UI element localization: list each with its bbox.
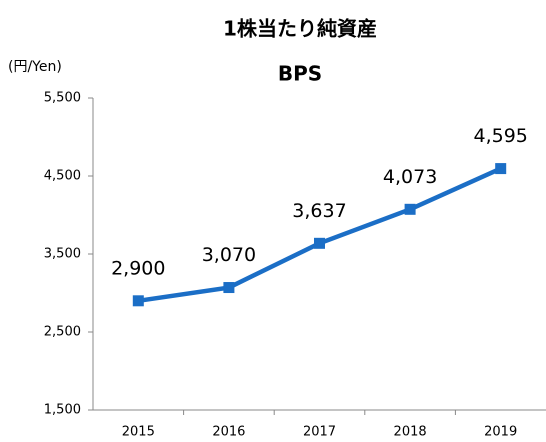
y-tick-label: 2,500 [44,325,81,340]
chart-title: 1株当たり純資産 [223,17,377,41]
y-axis-label: (円/Yen) [8,59,62,75]
y-tick-label: 1,500 [44,403,81,418]
x-tick-label: 2019 [484,425,517,440]
chart-subtitle: BPS [278,62,322,86]
y-tick-label: 3,500 [44,247,81,262]
marker [132,295,144,307]
line [137,166,502,304]
data-label: 4,073 [383,166,437,188]
marker [223,282,235,294]
x-tick-label: 2018 [394,425,427,440]
x-tick-label: 2017 [303,425,336,440]
y-tick-label: 4,500 [44,169,81,184]
data-label: 3,637 [292,200,346,222]
data-label: 3,070 [202,244,256,266]
x-tick-label: 2015 [122,425,155,440]
data-label: 4,595 [473,125,527,147]
marker [314,237,325,249]
x-tick-label: 2016 [212,425,245,440]
marker [495,163,507,175]
y-tick-label: 5,500 [44,91,81,106]
data-label: 2,900 [111,257,165,279]
marker [404,203,416,215]
